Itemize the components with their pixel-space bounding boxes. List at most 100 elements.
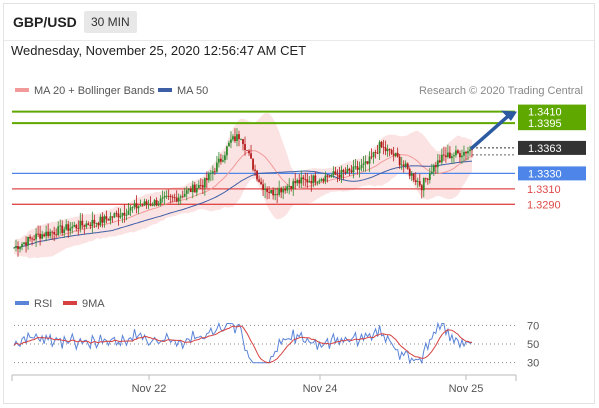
candle — [19, 245, 21, 253]
candle — [159, 195, 162, 207]
candle — [97, 221, 100, 230]
candle — [422, 177, 425, 198]
candle — [432, 163, 435, 177]
svg-text:1.3330: 1.3330 — [528, 168, 562, 180]
candle — [232, 134, 234, 142]
candle — [135, 195, 138, 214]
bollinger-band — [14, 112, 472, 259]
candle — [55, 228, 58, 238]
candle — [368, 151, 371, 173]
candle — [189, 186, 192, 193]
rsi-legend: RSI 9MA — [15, 298, 105, 310]
candle — [402, 160, 405, 173]
candle — [463, 145, 465, 162]
candle — [35, 228, 37, 247]
candle — [45, 225, 48, 242]
candle — [220, 153, 222, 165]
candle — [129, 204, 132, 216]
candle — [434, 161, 437, 174]
ma50-legend-label: MA 50 — [177, 85, 208, 97]
candle — [414, 172, 417, 186]
candle — [328, 175, 331, 178]
candle — [440, 148, 443, 165]
candle — [53, 226, 56, 242]
candle — [149, 196, 152, 207]
rsi-tick-30: 30 — [527, 358, 539, 370]
candle — [392, 146, 395, 162]
candle — [262, 179, 264, 196]
candle — [57, 221, 60, 237]
candle — [410, 171, 413, 181]
candle — [465, 150, 467, 161]
candle — [336, 169, 339, 183]
candle — [390, 148, 393, 156]
candle — [39, 225, 42, 246]
candle — [344, 167, 347, 176]
candle — [467, 146, 469, 161]
candle — [85, 220, 88, 229]
candle — [400, 156, 403, 170]
ma20-legend-swatch — [15, 88, 29, 92]
candle — [125, 208, 128, 221]
candle — [113, 212, 116, 219]
candle — [89, 221, 92, 230]
candle — [143, 198, 146, 207]
candle — [242, 138, 244, 151]
candle — [43, 232, 46, 238]
candle — [209, 169, 212, 182]
candle — [420, 184, 423, 199]
candle — [332, 166, 335, 178]
candle — [266, 186, 269, 200]
candle — [141, 203, 144, 207]
candle — [244, 136, 246, 156]
candle — [207, 171, 210, 183]
candle — [298, 174, 301, 189]
candle — [187, 188, 190, 194]
candle — [63, 226, 66, 238]
candle — [302, 174, 305, 186]
candle — [288, 178, 291, 195]
candle — [286, 184, 289, 194]
candle — [17, 241, 19, 257]
candle — [111, 216, 114, 223]
candle — [384, 140, 387, 156]
candle — [15, 239, 17, 252]
candle — [217, 151, 220, 168]
support-label-1.3290: 1.3290 — [527, 199, 561, 211]
candle — [77, 220, 80, 236]
candle — [292, 178, 295, 196]
candle — [442, 146, 445, 161]
candle — [175, 190, 178, 203]
forecast-arrow-head — [501, 110, 517, 121]
candle — [320, 177, 323, 182]
timeframe-badge[interactable]: 30 MIN — [84, 11, 137, 33]
candle — [133, 200, 136, 210]
pivot-label: 1.3330 — [518, 166, 586, 181]
candle — [145, 199, 148, 209]
last-price-label: 1.3363 — [518, 140, 586, 155]
candle — [306, 172, 309, 189]
rsi-panel: 70 50 30 — [13, 320, 539, 370]
candle — [151, 202, 154, 207]
candle — [179, 194, 182, 205]
candle — [153, 198, 156, 207]
candle — [171, 194, 174, 203]
candle — [224, 151, 226, 164]
candle — [213, 167, 216, 175]
candle — [264, 183, 266, 199]
candle — [65, 219, 68, 231]
candle — [197, 180, 200, 189]
candle — [326, 174, 329, 183]
source-credit: Research © 2020 Trading Central — [419, 85, 583, 97]
candle — [119, 208, 122, 219]
candle — [83, 224, 86, 235]
candle — [79, 212, 82, 233]
candle — [67, 220, 70, 238]
candle — [388, 148, 391, 157]
candle — [294, 172, 297, 190]
candle — [117, 207, 120, 226]
candle — [416, 177, 419, 188]
candle — [203, 177, 206, 196]
candle — [234, 128, 236, 144]
candle — [33, 234, 35, 242]
